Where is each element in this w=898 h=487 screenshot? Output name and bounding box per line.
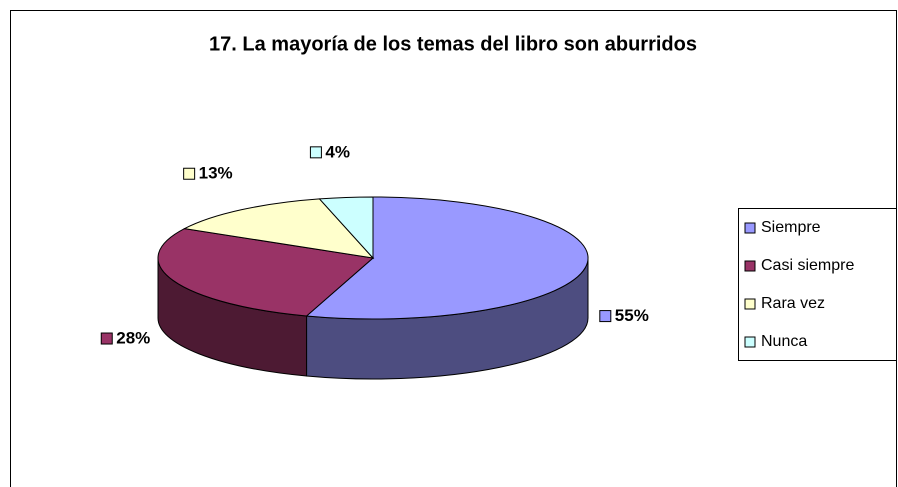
legend-label: Casi siempre — [761, 257, 854, 274]
data-label: 4% — [325, 142, 350, 161]
legend-label: Nunca — [761, 333, 807, 350]
legend-swatch — [744, 260, 756, 272]
data-label: 28% — [116, 329, 150, 348]
pie-slice — [305, 196, 589, 320]
label-swatch — [599, 310, 612, 323]
chart-title: 17. La mayoría de los temas del libro so… — [209, 33, 697, 55]
data-label: 55% — [615, 306, 649, 325]
legend-label: Rara vez — [761, 295, 825, 312]
pie-slice — [157, 228, 375, 317]
pie-slice — [318, 196, 374, 260]
label-swatch — [309, 146, 322, 159]
pie-slice — [183, 198, 375, 259]
data-label: 13% — [199, 164, 233, 183]
legend-box — [738, 208, 897, 361]
label-swatch — [100, 332, 113, 345]
legend-label: Siempre — [761, 219, 821, 236]
label-swatch — [183, 167, 196, 180]
legend-swatch — [744, 222, 756, 234]
legend-swatch — [744, 298, 756, 310]
legend-swatch — [744, 336, 756, 348]
